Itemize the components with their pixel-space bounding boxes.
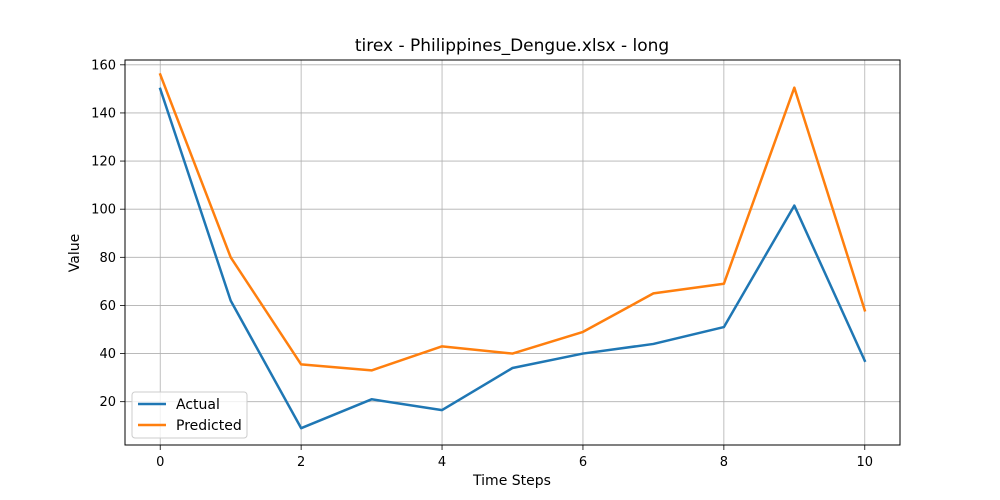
x-axis: 0 2 4 6 8 10 bbox=[156, 445, 873, 470]
y-axis-label: Value bbox=[67, 234, 83, 272]
x-axis-label: Time Steps bbox=[472, 473, 551, 489]
x-tick-label: 10 bbox=[856, 455, 873, 470]
chart-title: tirex - Philippines_Dengue.xlsx - long bbox=[355, 36, 669, 56]
legend-label-predicted: Predicted bbox=[176, 418, 242, 434]
x-tick-label: 6 bbox=[579, 455, 587, 470]
y-tick-label: 20 bbox=[99, 395, 116, 410]
y-tick-label: 60 bbox=[99, 299, 116, 314]
y-tick-label: 120 bbox=[91, 155, 116, 170]
series-line-actual bbox=[158, 87, 867, 430]
legend: Actual Predicted bbox=[131, 391, 248, 439]
y-tick-label: 160 bbox=[91, 58, 116, 73]
series-line-predicted bbox=[158, 72, 867, 372]
x-tick-label: 8 bbox=[720, 455, 728, 470]
x-tick-label: 2 bbox=[297, 455, 305, 470]
legend-label-actual: Actual bbox=[176, 397, 220, 413]
x-tick-label: 4 bbox=[438, 455, 446, 470]
grid bbox=[125, 60, 900, 445]
x-tick-label: 0 bbox=[156, 455, 164, 470]
y-tick-label: 40 bbox=[99, 347, 116, 362]
y-tick-label: 100 bbox=[91, 203, 116, 218]
plot-frame bbox=[124, 59, 901, 446]
y-tick-label: 80 bbox=[99, 251, 116, 266]
y-axis: 20 40 60 80 100 120 140 160 bbox=[91, 58, 125, 410]
y-tick-label: 140 bbox=[91, 106, 116, 121]
series-lines bbox=[158, 72, 867, 430]
